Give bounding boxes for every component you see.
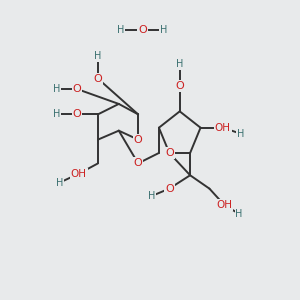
Text: H: H bbox=[56, 178, 63, 188]
Text: H: H bbox=[236, 209, 243, 219]
Text: O: O bbox=[73, 84, 82, 94]
Text: H: H bbox=[94, 51, 102, 62]
Text: OH: OH bbox=[216, 200, 232, 210]
Text: O: O bbox=[134, 158, 142, 168]
Text: H: H bbox=[237, 129, 244, 139]
Text: O: O bbox=[134, 135, 142, 145]
Text: O: O bbox=[165, 184, 174, 194]
Text: H: H bbox=[117, 25, 124, 34]
Text: O: O bbox=[175, 81, 184, 91]
Text: H: H bbox=[176, 59, 183, 69]
Text: O: O bbox=[138, 25, 147, 34]
Text: O: O bbox=[165, 148, 174, 158]
Text: O: O bbox=[73, 109, 82, 119]
Text: H: H bbox=[53, 84, 60, 94]
Text: H: H bbox=[148, 191, 155, 201]
Text: H: H bbox=[53, 109, 60, 119]
Text: H: H bbox=[160, 25, 167, 34]
Text: OH: OH bbox=[71, 169, 87, 179]
Text: O: O bbox=[94, 74, 102, 84]
Text: OH: OH bbox=[215, 123, 231, 133]
